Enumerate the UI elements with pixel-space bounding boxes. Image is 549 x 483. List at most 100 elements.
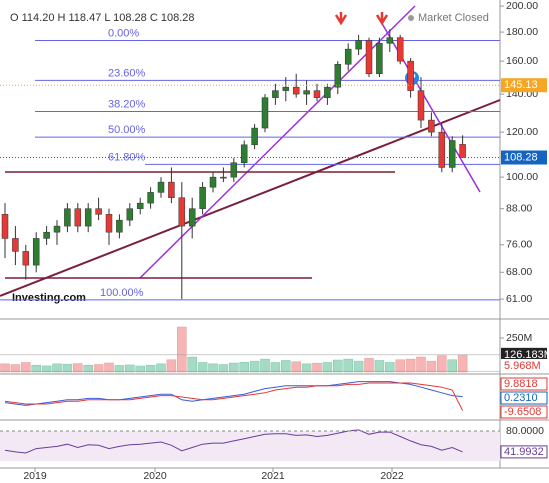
trend-line: [0, 99, 501, 297]
candle-body: [438, 131, 446, 168]
volume-bar: [353, 360, 364, 373]
volume-bar: [281, 360, 291, 373]
volume-bar: [10, 364, 21, 373]
readout-bg: [500, 445, 548, 459]
watermark: Investing.com: [12, 292, 86, 304]
volume-bar: [83, 364, 93, 373]
candle-body: [105, 214, 113, 233]
volume-bar: [21, 362, 31, 373]
candle-body: [22, 251, 30, 266]
volume-bar: [395, 359, 405, 373]
x-tick-label: 2021: [261, 470, 285, 482]
y-tick-label: 120.00: [506, 126, 538, 138]
readout: 0.2310: [504, 392, 538, 404]
y-tick-label: 61.00: [506, 293, 532, 305]
candle-body: [344, 48, 352, 65]
y-tick-label: 180.00: [506, 26, 538, 38]
candle-body: [157, 181, 165, 193]
candle-body: [396, 37, 404, 62]
price-tag: 5.968M: [504, 360, 541, 372]
volume-bar: [457, 354, 468, 373]
market-status: Market Closed: [418, 12, 489, 24]
fib-label: 50.00%: [108, 124, 146, 136]
candle-body: [168, 181, 175, 198]
candle-body: [282, 86, 290, 91]
candle-body: [116, 219, 123, 233]
y-tick-label: 160.00: [506, 55, 538, 67]
macd-line: [4, 382, 464, 411]
candle-body: [43, 231, 50, 239]
candle-body: [230, 162, 238, 178]
volume-bar: [0, 363, 10, 373]
readout-bg: [500, 391, 548, 405]
candle-body: [407, 60, 414, 91]
volume-bar: [166, 359, 177, 373]
x-tick-label: 2019: [23, 470, 47, 482]
readout: 41.9932: [504, 446, 544, 458]
candle-body: [64, 208, 71, 227]
readout-bg: [500, 405, 548, 419]
volume-bar: [218, 364, 229, 373]
fib-label: 23.60%: [108, 67, 146, 79]
candle-body: [12, 238, 19, 252]
volume-bar: [114, 365, 125, 373]
candle-body: [53, 225, 61, 233]
volume-bar: [229, 362, 239, 373]
candle-body: [188, 208, 196, 227]
candle-body: [209, 176, 217, 188]
candle-body: [32, 238, 40, 266]
trend-line: [379, 19, 481, 193]
macd-line: [4, 381, 463, 406]
candle-body: [386, 37, 394, 44]
volume-bar: [187, 356, 197, 373]
y-tick-label: 88.00: [506, 202, 532, 214]
volume-bar: [93, 364, 104, 373]
volume-bar: [270, 362, 281, 373]
volume-bar: [405, 358, 416, 373]
volume-bar: [104, 362, 114, 373]
volume-bar: [62, 363, 73, 373]
ohlc-header: O 114.20 H 118.47 L 108.28 C 108.28: [10, 12, 195, 24]
candle-body: [448, 140, 456, 168]
status-dot: [408, 15, 414, 21]
volume-bar: [364, 358, 374, 373]
rsi-band: [0, 431, 500, 461]
volume-bar: [239, 361, 249, 373]
readout-bg: [500, 377, 548, 391]
candle-body: [417, 90, 425, 121]
price-tag-bg: [501, 78, 547, 93]
y-tick-label: 250M: [506, 332, 532, 344]
candle-body: [303, 90, 310, 95]
arrow-icon: [375, 12, 389, 26]
volume-bar: [249, 360, 260, 373]
rsi-line: [4, 429, 463, 454]
candle-body: [147, 192, 154, 204]
volume-bar: [333, 359, 343, 373]
x-tick-label: 2022: [380, 470, 404, 482]
candle-body: [376, 43, 383, 75]
price-tag-bg: [501, 150, 547, 165]
candle-body: [126, 208, 134, 221]
candle-body: [240, 144, 248, 163]
candle-body: [334, 64, 342, 88]
candle-body: [272, 90, 279, 98]
candle-body: [428, 119, 435, 133]
volume-bar: [31, 364, 41, 373]
volume-bar: [447, 359, 457, 373]
volume-bar: [312, 362, 322, 373]
volume-bar: [260, 358, 270, 373]
candle-body: [355, 40, 362, 50]
readout: 9.8818: [504, 378, 538, 390]
volume-bar: [52, 363, 62, 373]
volume-bar: [135, 365, 145, 373]
volume-bar: [208, 363, 218, 373]
x-tick-label: 2020: [143, 470, 167, 482]
volume-bar: [343, 358, 353, 373]
candle-body: [365, 40, 373, 75]
candle-body: [251, 127, 258, 146]
volume-bar: [197, 362, 208, 373]
volume-bar: [41, 365, 52, 373]
volume-bar: [385, 362, 395, 373]
candle-body: [178, 197, 186, 227]
